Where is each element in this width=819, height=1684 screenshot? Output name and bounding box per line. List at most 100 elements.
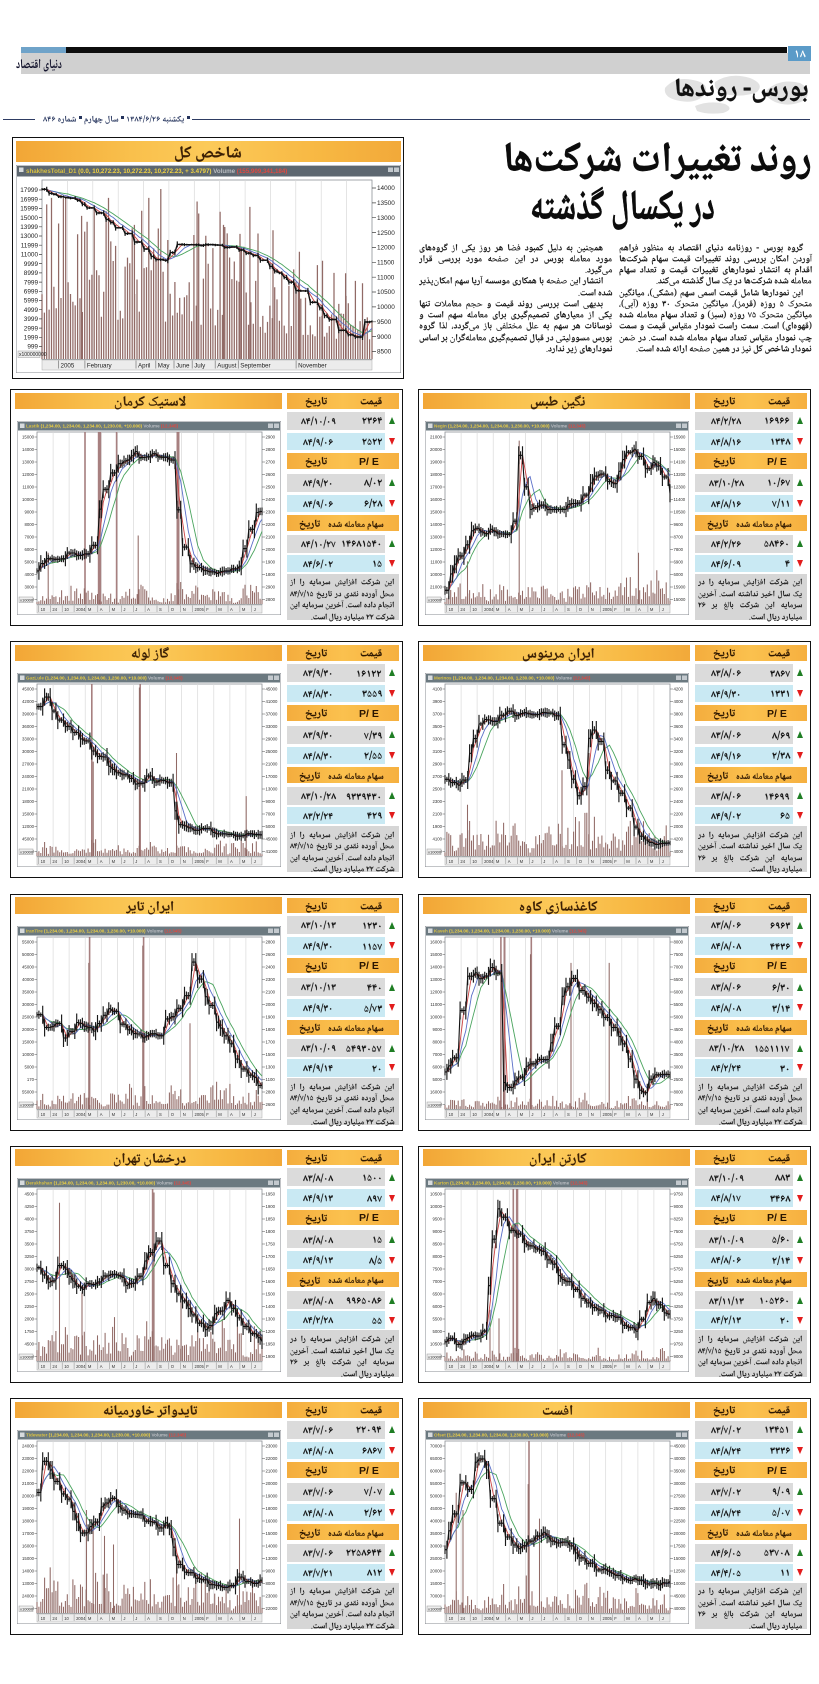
svg-text:1900: 1900 bbox=[266, 1014, 276, 1019]
svg-text:M: M bbox=[520, 1112, 524, 1117]
svg-text:6900: 6900 bbox=[674, 560, 684, 565]
svg-text:7000: 7000 bbox=[266, 812, 276, 817]
svg-text:A: A bbox=[638, 859, 641, 864]
svg-text:2000: 2000 bbox=[266, 547, 276, 552]
svg-text:7000: 7000 bbox=[432, 1279, 442, 1284]
svg-text:2999: 2999 bbox=[24, 325, 39, 332]
svg-text:60000: 60000 bbox=[430, 1469, 443, 1474]
svg-text:4999: 4999 bbox=[24, 307, 39, 314]
svg-text:J: J bbox=[135, 1112, 137, 1117]
svg-text:19000: 19000 bbox=[430, 460, 443, 465]
svg-text:1400: 1400 bbox=[266, 1304, 276, 1309]
svg-text:13999: 13999 bbox=[20, 224, 38, 231]
svg-text:M: M bbox=[112, 1616, 116, 1621]
svg-text:M: M bbox=[218, 1364, 222, 1369]
svg-text:J: J bbox=[135, 607, 137, 612]
svg-text:4500: 4500 bbox=[674, 1027, 684, 1032]
svg-text:37000: 37000 bbox=[266, 712, 279, 717]
svg-text:24: 24 bbox=[460, 607, 465, 612]
svg-text:1300: 1300 bbox=[266, 1316, 276, 1321]
svg-text:22000: 22000 bbox=[266, 1456, 279, 1461]
svg-text:M: M bbox=[242, 1112, 246, 1117]
svg-text:21000: 21000 bbox=[22, 787, 35, 792]
svg-text:M: M bbox=[650, 607, 654, 612]
svg-text:14000: 14000 bbox=[266, 1544, 279, 1549]
svg-text:M: M bbox=[218, 1112, 222, 1117]
svg-text:4500: 4500 bbox=[24, 1191, 34, 1196]
svg-text:25000: 25000 bbox=[430, 1556, 443, 1561]
svg-text:10: 10 bbox=[64, 607, 69, 612]
svg-text:x10000: x10000 bbox=[20, 1102, 34, 1107]
svg-text:45000: 45000 bbox=[266, 837, 279, 842]
svg-text:M: M bbox=[88, 1364, 92, 1369]
svg-text:6000: 6000 bbox=[24, 547, 34, 552]
svg-text:2900: 2900 bbox=[432, 762, 442, 767]
svg-text:24: 24 bbox=[52, 1364, 57, 1369]
svg-text:12000: 12000 bbox=[22, 824, 35, 829]
svg-text:24: 24 bbox=[52, 1112, 57, 1117]
svg-text:41000: 41000 bbox=[266, 699, 279, 704]
svg-text:N: N bbox=[183, 1364, 186, 1369]
svg-text:8999: 8999 bbox=[24, 270, 39, 277]
svg-text:A: A bbox=[555, 1364, 558, 1369]
svg-text:22500: 22500 bbox=[674, 1519, 687, 1524]
svg-text:3400: 3400 bbox=[674, 737, 684, 742]
svg-text:10000: 10000 bbox=[430, 1014, 443, 1019]
svg-text:10: 10 bbox=[472, 859, 477, 864]
svg-text:A: A bbox=[230, 1616, 233, 1621]
svg-text:M: M bbox=[626, 859, 630, 864]
svg-text:14000: 14000 bbox=[430, 522, 443, 527]
svg-text:6000: 6000 bbox=[674, 989, 684, 994]
svg-text:5000: 5000 bbox=[24, 1064, 34, 1069]
svg-text:3600: 3600 bbox=[674, 724, 684, 729]
svg-text:N: N bbox=[183, 607, 186, 612]
svg-text:5500: 5500 bbox=[674, 1002, 684, 1007]
svg-text:9000: 9000 bbox=[24, 510, 34, 515]
svg-text:13500: 13500 bbox=[377, 200, 395, 207]
svg-text:10500: 10500 bbox=[377, 289, 395, 296]
svg-text:9000: 9000 bbox=[432, 1229, 442, 1234]
svg-text:4200: 4200 bbox=[674, 837, 684, 842]
svg-text:N: N bbox=[591, 1112, 594, 1117]
svg-text:M: M bbox=[88, 607, 92, 612]
svg-text:55000: 55000 bbox=[430, 1481, 443, 1486]
svg-text:6000: 6000 bbox=[674, 572, 684, 577]
svg-text:O: O bbox=[579, 1364, 583, 1369]
svg-text:14000: 14000 bbox=[22, 1569, 35, 1574]
svg-text:M: M bbox=[496, 607, 500, 612]
svg-text:N: N bbox=[183, 1112, 186, 1117]
svg-text:2005: 2005 bbox=[603, 859, 613, 864]
svg-text:J: J bbox=[531, 859, 533, 864]
svg-text:10: 10 bbox=[64, 1112, 69, 1117]
svg-text:2500: 2500 bbox=[24, 1291, 34, 1296]
svg-text:15000: 15000 bbox=[430, 952, 443, 957]
svg-text:27000: 27000 bbox=[22, 762, 35, 767]
svg-text:19000: 19000 bbox=[266, 1494, 279, 1499]
svg-text:10: 10 bbox=[472, 1112, 477, 1117]
svg-text:4250: 4250 bbox=[24, 1204, 34, 1209]
svg-text:M: M bbox=[112, 1112, 116, 1117]
svg-text:F: F bbox=[206, 1616, 209, 1621]
svg-text:S: S bbox=[567, 1616, 570, 1621]
svg-text:S: S bbox=[159, 1364, 162, 1369]
svg-text:1850: 1850 bbox=[266, 1216, 276, 1221]
svg-text:2250: 2250 bbox=[24, 1304, 34, 1309]
svg-text:Ofset (1,234.00, 1,234.00, 1,2: Ofset (1,234.00, 1,234.00, 1,234.00, 1,2… bbox=[434, 1432, 585, 1437]
svg-text:50000: 50000 bbox=[22, 952, 35, 957]
svg-text:5000: 5000 bbox=[266, 824, 276, 829]
svg-text:x10000: x10000 bbox=[428, 598, 442, 603]
svg-text:16000: 16000 bbox=[430, 497, 443, 502]
svg-text:19000: 19000 bbox=[22, 1506, 35, 1511]
svg-text:J: J bbox=[254, 607, 256, 612]
svg-text:18000: 18000 bbox=[22, 1519, 35, 1524]
svg-text:1800: 1800 bbox=[266, 572, 276, 577]
svg-text:x100000000: x100000000 bbox=[19, 352, 47, 358]
svg-text:35000: 35000 bbox=[22, 989, 35, 994]
svg-text:2004: 2004 bbox=[484, 859, 494, 864]
svg-text:9999: 9999 bbox=[24, 261, 39, 268]
svg-text:1300: 1300 bbox=[266, 1064, 276, 1069]
svg-text:J: J bbox=[531, 1616, 533, 1621]
svg-text:1500: 1500 bbox=[266, 1052, 276, 1057]
svg-text:J: J bbox=[135, 1616, 137, 1621]
svg-text:J: J bbox=[543, 1364, 545, 1369]
